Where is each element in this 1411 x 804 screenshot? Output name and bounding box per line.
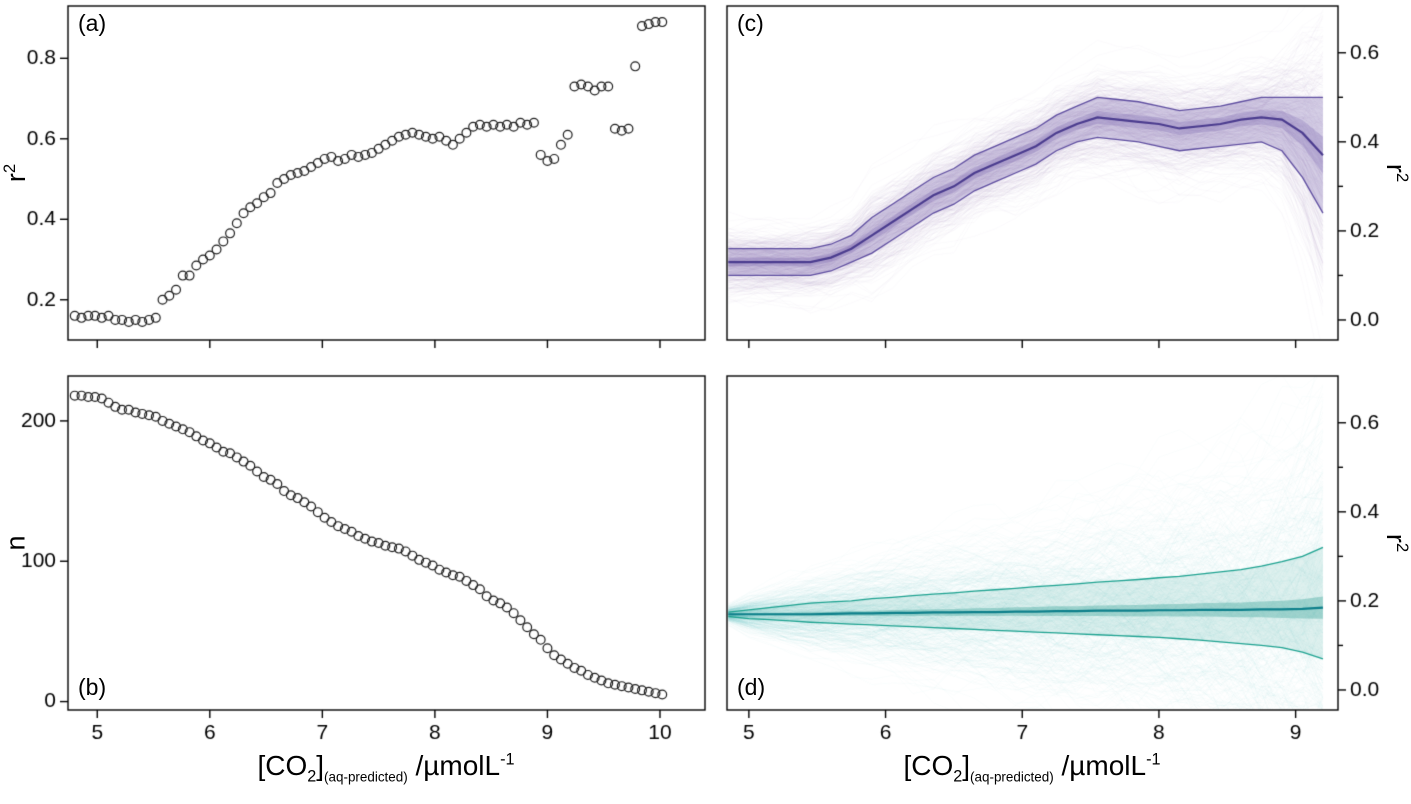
xlabel-unit-text: /µmolL <box>1053 750 1147 781</box>
r2-superscript: 2 <box>0 163 19 174</box>
n-text: n <box>0 535 31 551</box>
xlabel-aq-predicted-subscript: (aq-predicted) <box>324 769 408 785</box>
y-axis-label-r2-a: r2 <box>0 164 32 182</box>
r2-base-text: r <box>1381 533 1411 543</box>
x-axis-label-right: [CO2](aq-predicted) /µmolL-1 <box>903 750 1160 787</box>
xlabel-minus1-superscript: -1 <box>1146 750 1161 769</box>
y-axis-label-r2-d: r2 <box>1380 534 1411 552</box>
xlabel-bracket-text: ] <box>962 750 971 781</box>
panel-label-b: (b) <box>78 674 107 700</box>
r2-base-text: r <box>1381 163 1411 173</box>
r2-base-text: r <box>1 173 31 183</box>
panel-label-d: (d) <box>737 674 766 700</box>
r2-superscript: 2 <box>1393 172 1411 183</box>
r2-superscript: 2 <box>1393 542 1411 553</box>
xlabel-2-subscript: 2 <box>307 767 317 786</box>
y-axis-label-n: n <box>1 535 32 550</box>
panel-label-a: (a) <box>78 10 107 36</box>
xlabel-aq-predicted-subscript: (aq-predicted) <box>970 769 1054 785</box>
y-axis-label-r2-c: r2 <box>1380 164 1411 182</box>
xlabel-co-text: [CO <box>903 750 954 781</box>
xlabel-minus1-superscript: -1 <box>500 750 515 769</box>
xlabel-unit-text: /µmolL <box>407 750 501 781</box>
xlabel-2-subscript: 2 <box>953 767 963 786</box>
panel-label-c: (c) <box>737 10 764 36</box>
xlabel-co-text: [CO <box>257 750 308 781</box>
x-axis-label-left: [CO2](aq-predicted) /µmolL-1 <box>257 750 514 787</box>
xlabel-bracket-text: ] <box>316 750 325 781</box>
